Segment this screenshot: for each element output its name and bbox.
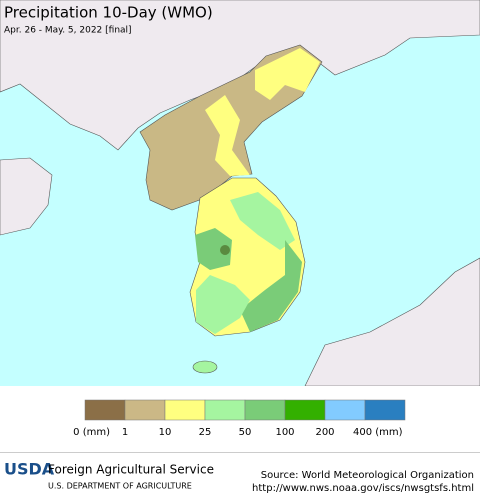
subtitle: Apr. 26 - May. 5, 2022 [final] — [4, 26, 132, 36]
legend-label: 10 — [159, 427, 172, 438]
legend-swatch — [244, 399, 286, 421]
logo: USDA — [4, 460, 55, 479]
region — [220, 245, 230, 255]
jeju-island — [192, 360, 218, 374]
region — [196, 275, 250, 334]
legend-swatch — [164, 399, 206, 421]
legend-swatch — [84, 399, 126, 421]
legend: 0 (mm) 1 10 25 50 100 200 400 (mm) — [73, 399, 406, 438]
region — [195, 228, 232, 270]
legend-label: 200 — [315, 427, 334, 438]
legend-label: 400 (mm) — [353, 427, 403, 438]
region — [230, 192, 295, 250]
legend-label: 50 — [239, 427, 252, 438]
source-url: http://www.nws.noaa.gov/iscs/nwsgtsfs.ht… — [252, 483, 474, 494]
legend-swatch — [204, 399, 246, 421]
china-coast — [0, 157, 53, 236]
source: Source: World Meteorological Organizatio… — [261, 470, 474, 481]
region — [240, 240, 302, 332]
department: U.S. DEPARTMENT OF AGRICULTURE — [48, 482, 192, 491]
separator — [0, 452, 480, 453]
mainland — [0, 0, 480, 151]
legend-swatch — [284, 399, 326, 421]
agency: Foreign Agricultural Service — [48, 463, 214, 477]
legend-label: 100 — [275, 427, 294, 438]
legend-swatch — [324, 399, 366, 421]
japan — [304, 257, 480, 387]
legend-label: 25 — [199, 427, 212, 438]
legend-label: 1 — [122, 427, 128, 438]
title: Precipitation 10-Day (WMO) — [4, 4, 213, 22]
legend-label: 0 (mm) — [73, 427, 110, 438]
legend-swatch — [364, 399, 406, 421]
map — [0, 0, 480, 387]
region — [255, 48, 320, 100]
region — [205, 95, 250, 176]
legend-swatch — [124, 399, 166, 421]
